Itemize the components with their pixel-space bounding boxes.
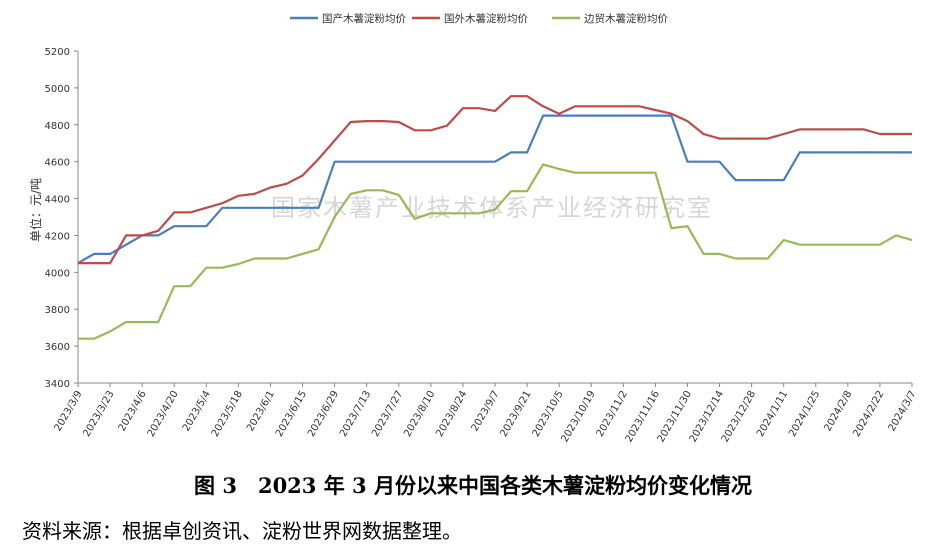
x-tick-label: 2023/3/9 — [53, 389, 85, 433]
y-tick-label: 3600 — [45, 342, 70, 353]
x-tick-label: 2023/6/29 — [306, 389, 341, 439]
x-tick-label: 2024/1/25 — [787, 389, 822, 439]
figure-caption: 图 3 2023 年 3 月份以来中国各类木薯淀粉均价变化情况 — [194, 473, 752, 498]
x-tick-label: 2023/7/27 — [370, 389, 405, 439]
x-tick-label: 2023/11/2 — [595, 389, 630, 439]
x-tick-label: 2023/4/6 — [117, 389, 149, 433]
x-tick-label: 2023/10/19 — [559, 389, 597, 444]
x-tick-label: 2023/6/15 — [274, 389, 309, 439]
watermark: 国家木薯产业技术体系产业经济研究室 — [271, 194, 713, 222]
x-tick-label: 2023/4/20 — [146, 389, 181, 439]
x-tick-label: 2023/9/7 — [470, 389, 502, 433]
y-tick-label: 4600 — [45, 158, 70, 169]
legend: 国产木薯淀粉均价 国外木薯淀粉均价 边贸木薯淀粉均价 — [290, 12, 668, 25]
x-tick-label: 2024/1/11 — [755, 389, 790, 439]
y-tick-label: 3400 — [45, 379, 70, 390]
y-tick-label: 4800 — [45, 121, 70, 132]
x-tick-label: 2023/7/13 — [338, 389, 373, 439]
legend-label-2: 国外木薯淀粉均价 — [444, 12, 528, 25]
series-group — [77, 95, 913, 340]
y-tick-label: 4400 — [45, 195, 70, 206]
y-tick-label: 4000 — [45, 268, 70, 279]
y-tick-label: 3800 — [45, 305, 70, 316]
x-tick-label: 2023/5/18 — [210, 389, 245, 439]
y-tick-label: 4200 — [45, 231, 70, 242]
x-tick-label: 2023/8/10 — [402, 389, 437, 439]
x-tick-label: 2024/2/8 — [822, 389, 854, 433]
x-tick-label: 2023/6/1 — [245, 389, 277, 433]
x-tick-label: 2023/12/28 — [720, 389, 758, 444]
x-tick-label: 2023/5/4 — [181, 389, 213, 433]
y-axis: 3400 3600 3800 4000 4200 4400 4600 4800 5000 5200 — [45, 47, 79, 390]
data-source-note: 资料来源：根据卓创资讯、淀粉世界网数据整理。 — [22, 519, 462, 543]
legend-label-1: 国产木薯淀粉均价 — [322, 12, 406, 25]
x-tick-label: 2024/2/22 — [851, 389, 886, 439]
x-tick-label: 2023/9/21 — [499, 389, 534, 439]
y-tick-label: 5000 — [45, 84, 70, 95]
x-tick-label: 2024/3/7 — [887, 389, 919, 433]
y-tick-label: 5200 — [45, 47, 70, 58]
x-tick-label: 2023/8/24 — [434, 389, 469, 439]
y-axis-label: 单位：元/吨 — [28, 178, 43, 242]
x-tick-label: 2023/10/5 — [531, 389, 566, 439]
x-tick-label: 2023/3/23 — [82, 389, 117, 439]
series-line-2 — [78, 95, 912, 265]
series-line-3 — [78, 163, 913, 340]
series-line-1 — [77, 114, 912, 265]
line-chart: 国产木薯淀粉均价 国外木薯淀粉均价 边贸木薯淀粉均价 3400 3600 3800 400… — [28, 12, 919, 444]
legend-label-3: 边贸木薯淀粉均价 — [584, 12, 668, 25]
